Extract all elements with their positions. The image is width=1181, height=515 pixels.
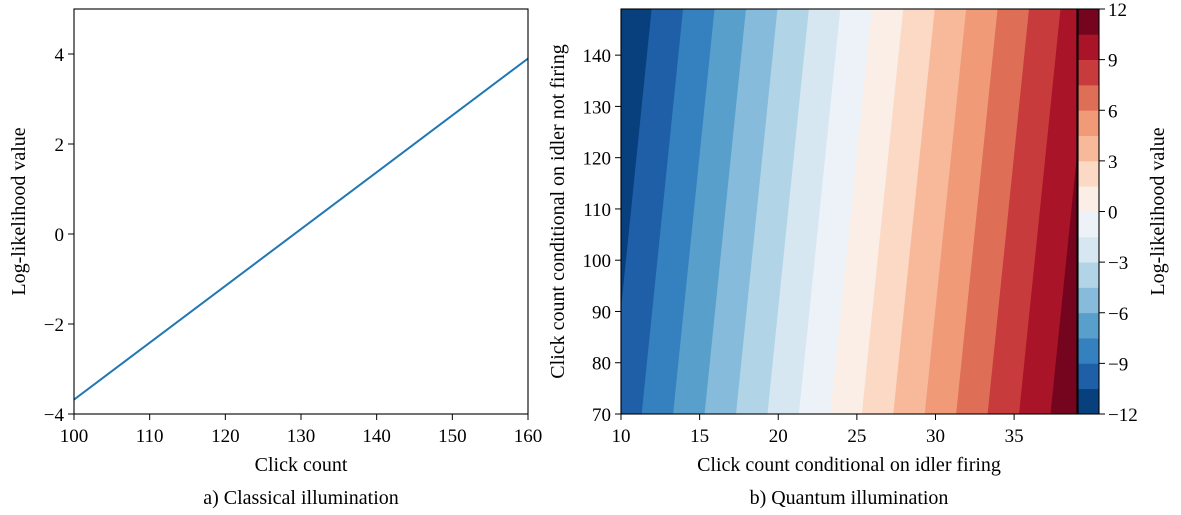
x-tick-label: 130: [287, 426, 316, 447]
y-tick-label: 0: [55, 225, 65, 246]
colorbar-bands: [1078, 9, 1099, 415]
colorbar-tick-label: 12: [1108, 0, 1127, 21]
caption: b) Quantum illumination: [750, 487, 949, 509]
colorbar-band: [1078, 236, 1099, 263]
x-tick-label: 140: [362, 426, 391, 447]
colorbar-tick-label: −6: [1108, 304, 1128, 325]
y-tick-label: 140: [583, 46, 612, 67]
x-tick-label: 10: [612, 426, 631, 447]
contour-band: [830, 9, 904, 414]
contour-band: [893, 9, 967, 414]
contour-band: [704, 9, 779, 414]
colorbar-tick-label: 0: [1108, 203, 1118, 224]
caption: a) Classical illumination: [203, 487, 399, 509]
colorbar-band: [1078, 34, 1099, 61]
plot-frame: [620, 8, 1078, 415]
colorbar-tick-label: 3: [1108, 152, 1118, 173]
colorbar-axis: 12 9 6 3 0 −3 −6 −9 −12: [1099, 0, 1138, 426]
x-tick-label: 110: [136, 426, 164, 447]
colorbar-band: [1078, 59, 1099, 86]
colorbar-band: [1078, 186, 1099, 212]
contour-layer: [621, 9, 1077, 414]
y-axis-label: Log-likelihood value: [8, 127, 30, 295]
x-tick-label: 100: [60, 426, 89, 447]
colorbar-band: [1078, 262, 1099, 288]
y-tick-label: 100: [583, 251, 612, 272]
colorbar-tick-label: −3: [1108, 253, 1128, 274]
colorbar-band: [1078, 211, 1099, 238]
chart-classical: 100 110 120 130 140 150 160 −4 −2 0 2 4 Click coun…: [8, 8, 543, 509]
x-tick-label: 15: [690, 426, 709, 447]
x-axis: 100 110 120 130 140 150 160: [60, 414, 543, 447]
x-axis: 10 15 20 25 30 35: [612, 414, 1024, 447]
x-tick-label: 35: [1005, 426, 1024, 447]
x-axis-label: Click count: [255, 454, 348, 476]
y-tick-label: −2: [44, 315, 64, 336]
colorbar-band: [1078, 110, 1099, 136]
colorbar-band: [1078, 363, 1099, 390]
colorbar-label: Log-likelihood value: [1147, 127, 1169, 295]
colorbar-band: [1078, 312, 1099, 339]
y-tick-label: 120: [583, 149, 612, 170]
x-tick-label: 160: [514, 426, 543, 447]
y-tick-label: 130: [583, 97, 612, 118]
y-tick-label: 2: [55, 135, 65, 156]
x-tick-label: 150: [438, 426, 467, 447]
colorbar-tick-label: 6: [1108, 101, 1118, 122]
contour-band: [924, 9, 999, 414]
x-tick-label: 25: [847, 426, 866, 447]
contour-band: [736, 9, 810, 414]
y-tick-label: 110: [583, 200, 611, 221]
colorbar-band: [1078, 160, 1099, 187]
colorbar-tick-label: 9: [1108, 51, 1118, 72]
x-axis-label: Click count conditional on idler firing: [697, 454, 1001, 476]
colorbar-band: [1078, 388, 1099, 415]
colorbar-band: [1078, 9, 1099, 35]
contour-band: [1019, 9, 1077, 414]
y-tick-label: 4: [55, 45, 65, 66]
contour-band: [767, 9, 841, 414]
y-tick-label: −4: [44, 405, 65, 426]
colorbar-tick-label: −12: [1108, 405, 1138, 426]
contour-band: [621, 9, 684, 414]
series-line: [74, 57, 528, 401]
y-tick-label: 80: [592, 354, 611, 375]
contour-band: [1050, 154, 1077, 414]
x-tick-label: 30: [926, 426, 945, 447]
contour-band: [956, 9, 1030, 414]
colorbar: 12 9 6 3 0 −3 −6 −9 −12 Log-likelihood value: [1077, 0, 1169, 426]
x-tick-label: 20: [769, 426, 788, 447]
y-axis-label: Click count conditional on idler not fir…: [547, 44, 569, 378]
series-layer: [74, 57, 528, 401]
colorbar-band: [1078, 287, 1099, 314]
colorbar-band: [1078, 338, 1099, 364]
colorbar-tick-label: −9: [1108, 354, 1128, 375]
plot-frame: [73, 8, 529, 415]
colorbar-band: [1078, 84, 1099, 111]
x-tick-label: 120: [211, 426, 240, 447]
contour-band: [987, 9, 1062, 414]
contour-band: [673, 9, 747, 414]
contour-band: [861, 9, 936, 414]
y-tick-label: 70: [592, 405, 611, 426]
y-tick-label: 90: [592, 302, 611, 323]
contour-band: [641, 9, 716, 414]
contour-band: [798, 9, 873, 414]
y-axis: −4 −2 0 2 4: [44, 45, 74, 426]
colorbar-band: [1078, 135, 1099, 162]
y-axis: 70 80 90 100 110 120 130 140: [583, 46, 621, 426]
